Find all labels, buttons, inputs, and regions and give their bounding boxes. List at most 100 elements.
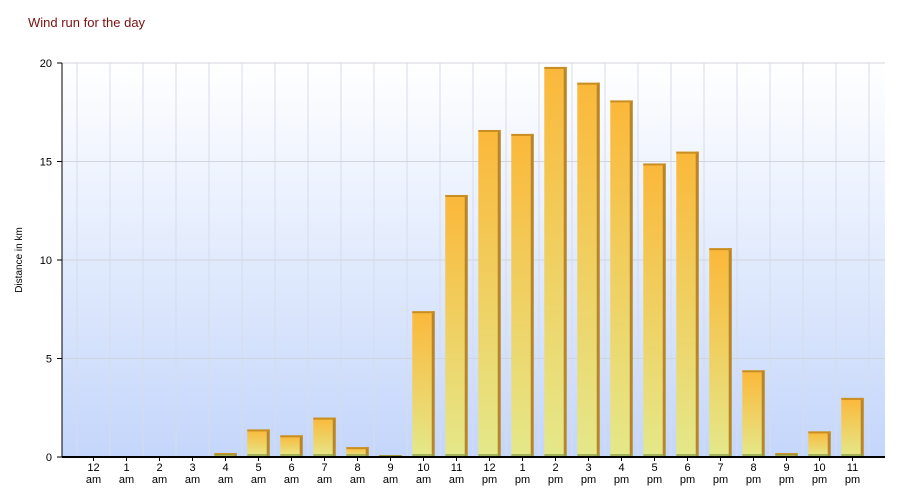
bar-top xyxy=(808,431,831,434)
bar xyxy=(544,66,567,457)
x-tick-label: 11 pm xyxy=(845,462,860,486)
bar-top xyxy=(478,129,501,132)
bar xyxy=(742,370,765,457)
x-tick-label: 8 am xyxy=(350,462,365,486)
bar-base xyxy=(412,454,435,457)
bar xyxy=(676,151,699,457)
bar-base xyxy=(313,454,336,457)
bar-top xyxy=(247,429,270,432)
x-tick-label: 11 am xyxy=(449,462,464,486)
bar-base xyxy=(775,454,798,457)
bar xyxy=(841,397,864,457)
x-tick-label: 12 am xyxy=(86,462,101,486)
bar xyxy=(808,431,831,457)
bar xyxy=(610,100,633,458)
bar-side xyxy=(629,100,633,458)
x-tick-label: 2 pm xyxy=(548,462,563,486)
bar-side xyxy=(332,417,336,457)
bar-base xyxy=(577,454,600,457)
bar-base xyxy=(346,454,369,457)
x-tick-label: 9 pm xyxy=(779,462,794,486)
bar-base xyxy=(742,454,765,457)
bar-top xyxy=(412,311,435,314)
bar-top xyxy=(346,447,369,450)
bar-side xyxy=(431,311,435,457)
bar-base xyxy=(478,454,501,457)
x-tick-label: 3 pm xyxy=(581,462,596,486)
x-tick-label: 4 am xyxy=(218,462,233,486)
bar-side xyxy=(728,248,732,457)
bar xyxy=(313,417,336,457)
bar-body xyxy=(346,447,369,457)
bar-base xyxy=(511,454,534,457)
bar xyxy=(709,248,732,457)
x-tick-label: 10 pm xyxy=(812,462,827,486)
bar xyxy=(247,429,270,457)
x-tick-label: 8 pm xyxy=(746,462,761,486)
bar-side xyxy=(860,397,864,457)
bar xyxy=(445,194,468,458)
bar-side xyxy=(497,129,501,458)
bar-top xyxy=(610,100,633,103)
x-tick-label: 2 am xyxy=(152,462,167,486)
bar xyxy=(346,447,369,457)
bar-body xyxy=(610,100,633,458)
bar xyxy=(214,453,237,457)
bar-side xyxy=(695,151,699,457)
bar-side xyxy=(464,194,468,458)
x-tick-label: 12 pm xyxy=(482,462,497,486)
x-tick-label: 4 pm xyxy=(614,462,629,486)
bar xyxy=(280,435,303,457)
bar-top xyxy=(511,133,534,136)
bar-side xyxy=(365,447,369,457)
bar-body xyxy=(577,82,600,457)
x-tick-label: 7 pm xyxy=(713,462,728,486)
bar-body xyxy=(643,163,666,457)
y-tick-label: 5 xyxy=(46,354,52,366)
bar-base xyxy=(544,454,567,457)
bar-body xyxy=(313,417,336,457)
bar xyxy=(511,133,534,458)
bar-side xyxy=(563,66,567,457)
x-tick-label: 3 am xyxy=(185,462,200,486)
bar-top xyxy=(742,370,765,373)
bar xyxy=(412,311,435,457)
x-tick-label: 6 am xyxy=(284,462,299,486)
bar-side xyxy=(299,435,303,457)
bar xyxy=(775,453,798,457)
bar-side xyxy=(827,431,831,457)
bar-body xyxy=(412,311,435,457)
bar-top xyxy=(280,435,303,438)
y-axis-label: Distance in km xyxy=(14,227,25,293)
bar-base xyxy=(808,454,831,457)
bar-base xyxy=(280,454,303,457)
bar-body xyxy=(544,66,567,457)
y-tick-label: 20 xyxy=(40,58,52,70)
bar-side xyxy=(266,429,270,457)
bar-top xyxy=(445,194,468,197)
bar-top xyxy=(577,82,600,85)
bar-top xyxy=(313,417,336,420)
bar-top xyxy=(676,151,699,154)
y-tick-label: 0 xyxy=(46,452,52,464)
bar-base xyxy=(709,454,732,457)
bar-body xyxy=(676,151,699,457)
x-tick-label: 5 pm xyxy=(647,462,662,486)
bar-body xyxy=(247,429,270,457)
bar-side xyxy=(761,370,765,457)
x-tick-label: 5 am xyxy=(251,462,266,486)
bar-body xyxy=(841,397,864,457)
x-tick-label: 6 pm xyxy=(680,462,695,486)
bar-body xyxy=(478,129,501,458)
bar-body xyxy=(280,435,303,457)
x-tick-label: 1 pm xyxy=(515,462,530,486)
y-tick-label: 15 xyxy=(40,157,52,169)
bar-side xyxy=(530,133,534,458)
x-tick-label: 10 am xyxy=(416,462,431,486)
x-tick-label: 7 am xyxy=(317,462,332,486)
bar-base xyxy=(214,454,237,457)
x-tick-label: 9 am xyxy=(383,462,398,486)
bar-top xyxy=(841,397,864,400)
y-tick-label: 10 xyxy=(40,255,52,267)
